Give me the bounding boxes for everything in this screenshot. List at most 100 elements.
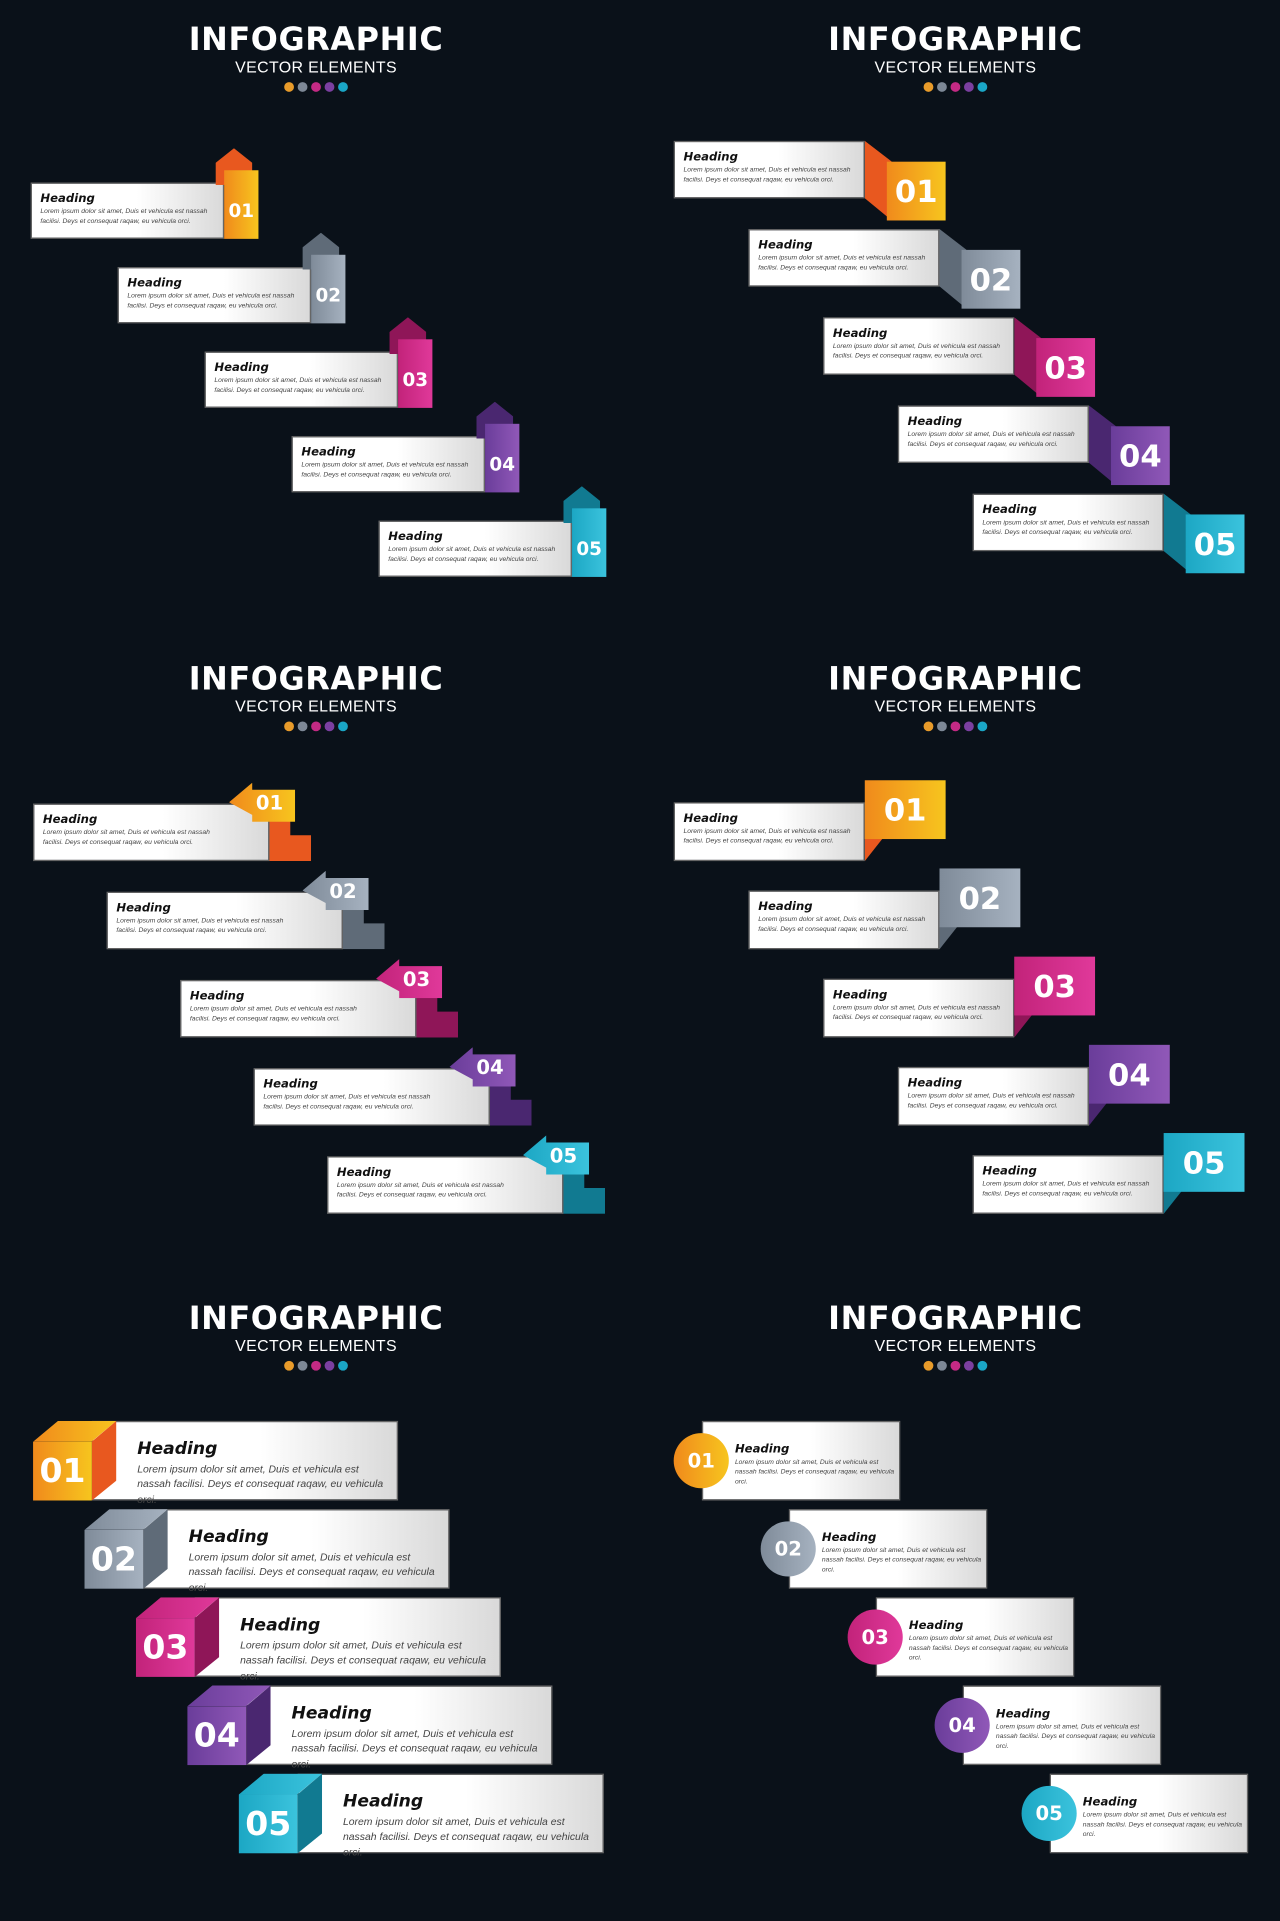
card-heading: Heading: [336, 1166, 392, 1180]
number-tab: [485, 423, 520, 493]
color-dot: [977, 721, 988, 732]
number-circle: [673, 1433, 729, 1489]
text-card: Heading Lorem ipsum dolor sit amet, Duis …: [253, 1068, 490, 1126]
card-body: Lorem ipsum dolor sit amet, Duis et vehi…: [42, 829, 210, 847]
card-body: Lorem ipsum dolor sit amet, Duis et vehi…: [263, 1093, 431, 1111]
step-number: 01: [228, 199, 255, 222]
panel-subtitle: VECTOR ELEMENTS: [235, 1336, 397, 1355]
text-card: Heading Lorem ipsum dolor sit amet, Duis …: [91, 1420, 399, 1505]
card-heading: Heading: [758, 238, 813, 253]
cube-front: [187, 1706, 247, 1766]
cube-top: [238, 1773, 323, 1795]
text-card: Heading Lorem ipsum dolor sit amet, Duis …: [962, 1685, 1162, 1766]
card-heading: Heading: [301, 445, 356, 460]
number-tab: [886, 161, 946, 221]
card-heading: Heading: [137, 1439, 218, 1459]
card-heading: Heading: [734, 1442, 790, 1457]
panel-title: INFOGRAPHIC: [828, 22, 1083, 59]
text-card: Heading Lorem ipsum dolor sit amet, Duis …: [823, 978, 1015, 1038]
step-number: 03: [142, 1628, 189, 1667]
color-dot: [923, 721, 934, 732]
card-body: Lorem ipsum dolor sit amet, Duis et vehi…: [301, 461, 469, 479]
color-dot: [937, 82, 947, 92]
color-dot: [963, 82, 974, 92]
card-body: Lorem ipsum dolor sit amet, Duis et vehi…: [127, 292, 295, 310]
card-heading: Heading: [907, 415, 963, 429]
card-body: Lorem ipsum dolor sit amet, Duis et vehi…: [734, 1458, 895, 1486]
step-number: 02: [315, 284, 342, 307]
card-heading: Heading: [214, 361, 269, 375]
step-number: 04: [476, 1055, 504, 1079]
card-body: Lorem ipsum dolor sit amet, Duis et vehi…: [995, 1723, 1156, 1751]
number-tab: [572, 508, 607, 577]
card-body: Lorem ipsum dolor sit amet, Duis et vehi…: [982, 519, 1150, 537]
step-number: 02: [90, 1540, 137, 1579]
number-tab: [1088, 1044, 1170, 1104]
color-dots: [772, 82, 1139, 92]
card-body: Lorem ipsum dolor sit amet, Duis et vehi…: [982, 1180, 1150, 1198]
cube-front: [84, 1529, 144, 1589]
card-body: Lorem ipsum dolor sit amet, Duis et vehi…: [240, 1638, 487, 1682]
panel-subtitle: VECTOR ELEMENTS: [874, 57, 1037, 76]
number-tab: [1036, 338, 1096, 397]
cube-top: [135, 1597, 220, 1619]
color-dot: [297, 1360, 308, 1371]
text-card: Heading Lorem ipsum dolor sit amet, Duis …: [788, 1509, 988, 1589]
cube-front: [33, 1441, 92, 1501]
cube-front: [238, 1794, 298, 1854]
color-dot: [937, 1360, 947, 1371]
card-heading: Heading: [388, 530, 443, 544]
card-body: Lorem ipsum dolor sit amet, Duis et vehi…: [291, 1727, 538, 1770]
text-card: Heading Lorem ipsum dolor sit amet, Duis …: [204, 351, 399, 408]
card-body: Lorem ipsum dolor sit amet, Duis et vehi…: [137, 1462, 384, 1505]
card-body: Lorem ipsum dolor sit amet, Duis et vehi…: [908, 1635, 1069, 1663]
number-circle: [760, 1521, 816, 1577]
text-card: Heading Lorem ipsum dolor sit amet, Duis …: [246, 1685, 553, 1770]
card-heading: Heading: [189, 989, 245, 1004]
color-dot: [324, 721, 335, 732]
panel-subtitle: VECTOR ELEMENTS: [235, 696, 397, 716]
card-body: Lorem ipsum dolor sit amet, Duis et vehi…: [907, 1092, 1075, 1110]
number-tab: [961, 249, 1021, 309]
color-dot: [977, 82, 988, 92]
step-number: 02: [329, 878, 357, 903]
step-number: 02: [774, 1537, 802, 1561]
color-dots: [772, 721, 1139, 732]
card-heading: Heading: [263, 1077, 318, 1092]
number-circle: [1021, 1785, 1077, 1842]
color-dot: [963, 1360, 974, 1371]
color-dots: [132, 1360, 499, 1371]
text-card: Heading Lorem ipsum dolor sit amet, Duis …: [673, 802, 865, 862]
step-number: 03: [1044, 349, 1087, 386]
text-card: Heading Lorem ipsum dolor sit amet, Duis …: [1049, 1773, 1249, 1854]
step-number: 05: [1035, 1801, 1063, 1826]
text-card: Heading Lorem ipsum dolor sit amet, Duis …: [327, 1156, 564, 1214]
card-heading: Heading: [907, 1076, 963, 1091]
panel-title: INFOGRAPHIC: [828, 661, 1083, 699]
color-dot: [338, 1360, 348, 1371]
card-body: Lorem ipsum dolor sit amet, Duis et vehi…: [683, 166, 851, 184]
card-body: Lorem ipsum dolor sit amet, Duis et vehi…: [189, 1005, 357, 1023]
text-card: Heading Lorem ipsum dolor sit amet, Duis …: [378, 520, 573, 577]
card-heading: Heading: [342, 1792, 424, 1812]
step-number: 04: [193, 1716, 240, 1755]
card-heading: Heading: [758, 900, 813, 914]
color-dot: [950, 82, 961, 92]
text-card: Heading Lorem ipsum dolor sit amet, Duis …: [117, 267, 312, 324]
text-card: Heading Lorem ipsum dolor sit amet, Duis …: [972, 493, 1164, 552]
card-heading: Heading: [116, 901, 171, 916]
step-number: 04: [1119, 437, 1162, 474]
color-dot: [937, 721, 947, 732]
card-heading: Heading: [188, 1527, 269, 1548]
color-dot: [950, 721, 961, 732]
step-number: 02: [969, 261, 1013, 298]
card-body: Lorem ipsum dolor sit amet, Duis et vehi…: [188, 1550, 435, 1594]
number-tab: [1163, 1133, 1245, 1192]
card-heading: Heading: [1082, 1795, 1138, 1810]
text-card: Heading Lorem ipsum dolor sit amet, Duis …: [897, 1066, 1089, 1126]
text-card: Heading Lorem ipsum dolor sit amet, Duis …: [972, 1155, 1164, 1214]
color-dot: [950, 1360, 961, 1371]
color-dot: [923, 82, 934, 92]
step-number: 03: [402, 368, 429, 391]
